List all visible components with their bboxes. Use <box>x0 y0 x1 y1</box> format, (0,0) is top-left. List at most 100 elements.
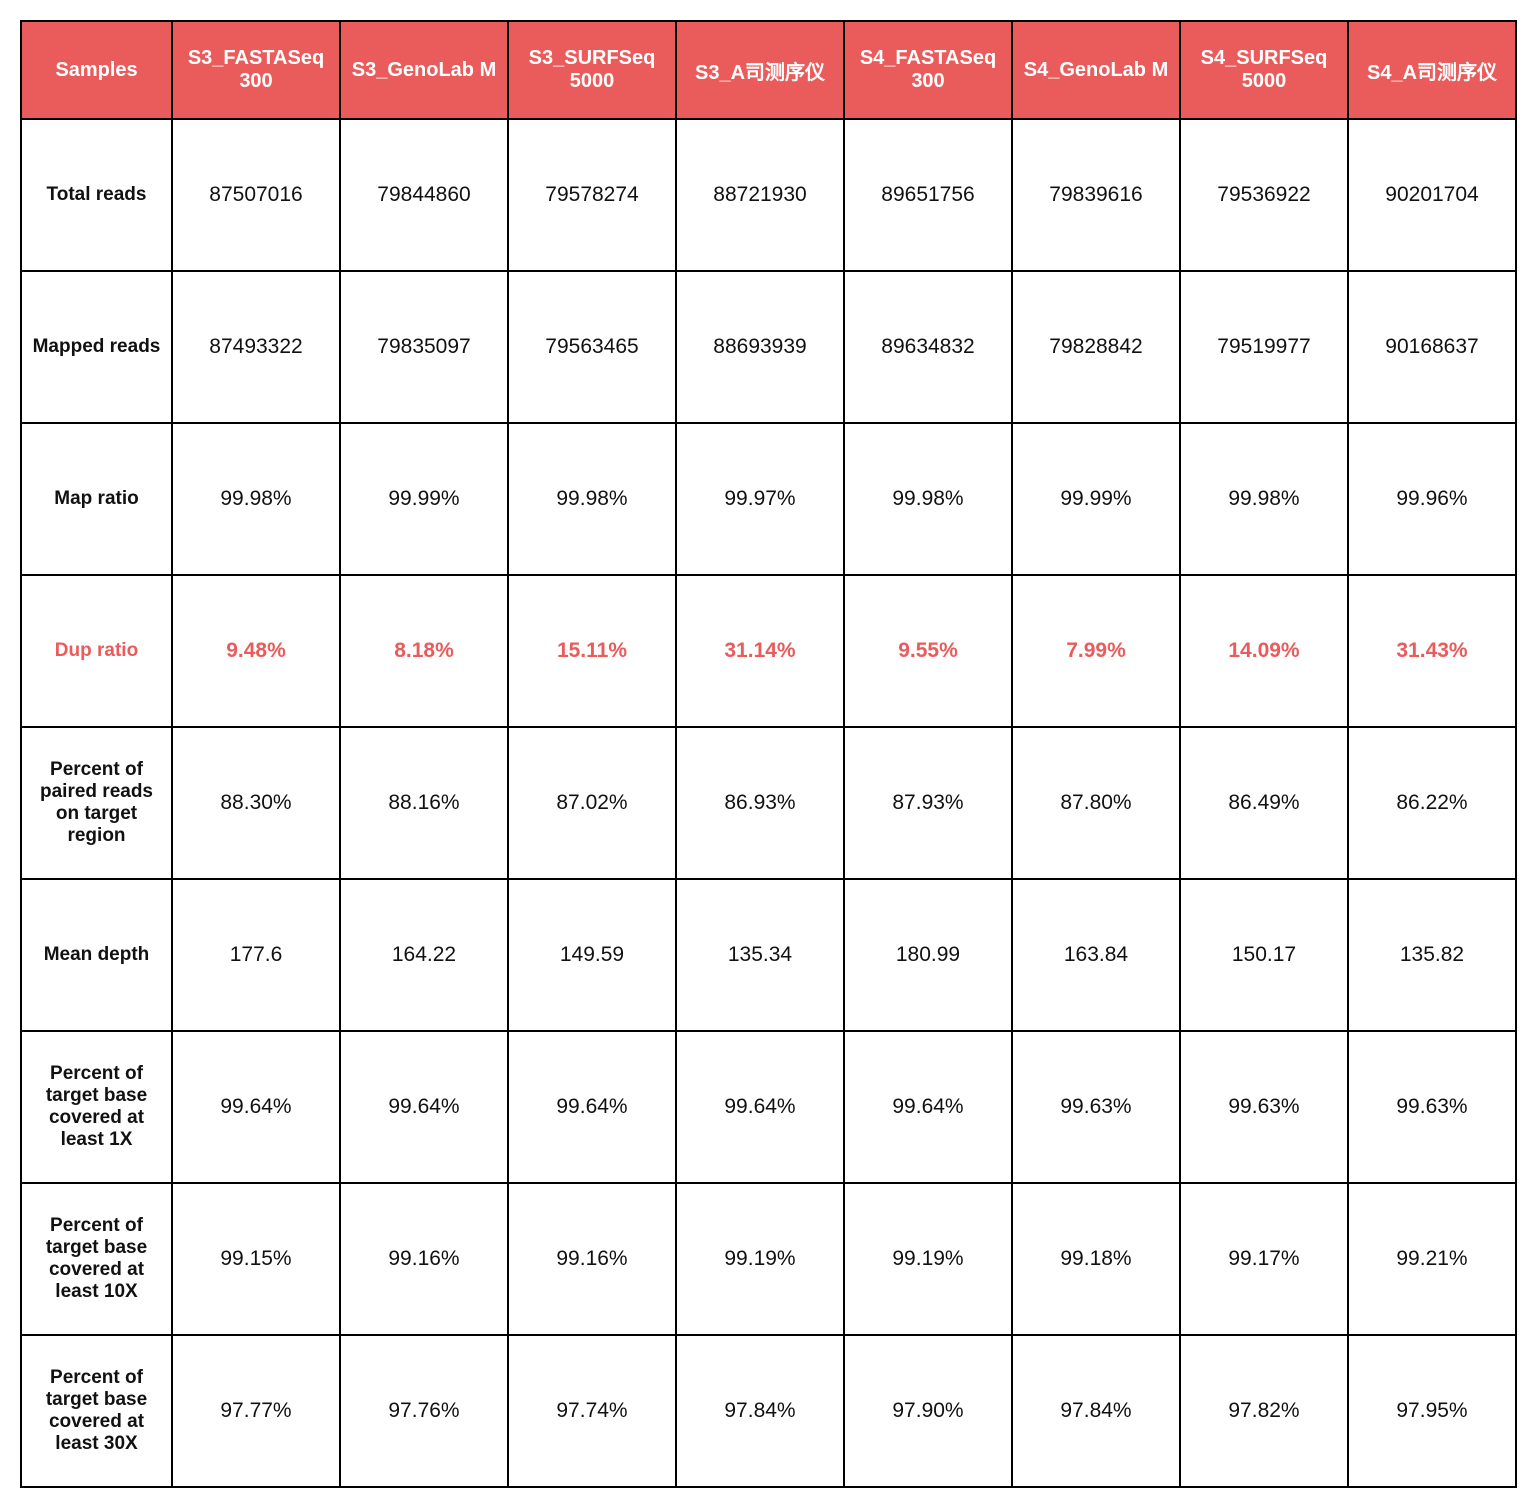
table-cell: 97.76% <box>340 1335 508 1487</box>
table-cell: 99.99% <box>1012 423 1180 575</box>
table-row: Percent of target base covered at least … <box>21 1335 1516 1487</box>
table-cell: 79563465 <box>508 271 676 423</box>
table-cell: 99.15% <box>172 1183 340 1335</box>
table-header-row: Samples S3_FASTASeq 300 S3_GenoLab M S3_… <box>21 21 1516 119</box>
table-cell: 86.93% <box>676 727 844 879</box>
row-header: Percent of target base covered at least … <box>21 1183 172 1335</box>
table-cell: 97.77% <box>172 1335 340 1487</box>
table-cell: 149.59 <box>508 879 676 1031</box>
table-cell: 79519977 <box>1180 271 1348 423</box>
table-cell: 88.16% <box>340 727 508 879</box>
table-cell: 87.80% <box>1012 727 1180 879</box>
table-cell: 90201704 <box>1348 119 1516 271</box>
table-cell: 97.74% <box>508 1335 676 1487</box>
table-cell: 15.11% <box>508 575 676 727</box>
table-cell: 8.18% <box>340 575 508 727</box>
row-header: Mapped reads <box>21 271 172 423</box>
table-cell: 99.64% <box>340 1031 508 1183</box>
table-cell: 99.64% <box>676 1031 844 1183</box>
col-header: S4_A司测序仪 <box>1348 21 1516 119</box>
table-cell: 99.63% <box>1012 1031 1180 1183</box>
col-header: S4_FASTASeq 300 <box>844 21 1012 119</box>
table-row: Dup ratio9.48%8.18%15.11%31.14%9.55%7.99… <box>21 575 1516 727</box>
table-cell: 99.96% <box>1348 423 1516 575</box>
table-cell: 99.64% <box>508 1031 676 1183</box>
table-cell: 99.99% <box>340 423 508 575</box>
table-cell: 99.19% <box>676 1183 844 1335</box>
table-cell: 79839616 <box>1012 119 1180 271</box>
row-header: Dup ratio <box>21 575 172 727</box>
table-cell: 99.98% <box>508 423 676 575</box>
table-cell: 99.16% <box>340 1183 508 1335</box>
table-cell: 150.17 <box>1180 879 1348 1031</box>
table-cell: 99.19% <box>844 1183 1012 1335</box>
table-cell: 87493322 <box>172 271 340 423</box>
table-cell: 7.99% <box>1012 575 1180 727</box>
table-row: Percent of target base covered at least … <box>21 1031 1516 1183</box>
col-header: S3_A司测序仪 <box>676 21 844 119</box>
row-header: Percent of target base covered at least … <box>21 1031 172 1183</box>
table-cell: 99.16% <box>508 1183 676 1335</box>
table-cell: 14.09% <box>1180 575 1348 727</box>
table-row: Percent of paired reads on target region… <box>21 727 1516 879</box>
table-cell: 79828842 <box>1012 271 1180 423</box>
table-cell: 79536922 <box>1180 119 1348 271</box>
table-body: Total reads87507016798448607957827488721… <box>21 119 1516 1487</box>
table-cell: 99.97% <box>676 423 844 575</box>
row-header: Total reads <box>21 119 172 271</box>
table-cell: 99.21% <box>1348 1183 1516 1335</box>
row-header: Mean depth <box>21 879 172 1031</box>
col-header: S3_SURFSeq 5000 <box>508 21 676 119</box>
table-cell: 31.43% <box>1348 575 1516 727</box>
table-cell: 180.99 <box>844 879 1012 1031</box>
table-cell: 89634832 <box>844 271 1012 423</box>
table-cell: 9.55% <box>844 575 1012 727</box>
table-cell: 99.63% <box>1180 1031 1348 1183</box>
table-cell: 177.6 <box>172 879 340 1031</box>
table-cell: 99.63% <box>1348 1031 1516 1183</box>
row-header: Percent of target base covered at least … <box>21 1335 172 1487</box>
table-row: Mapped reads8749332279835097795634658869… <box>21 271 1516 423</box>
table-cell: 99.98% <box>844 423 1012 575</box>
table-cell: 97.84% <box>1012 1335 1180 1487</box>
col-header: Samples <box>21 21 172 119</box>
row-header: Percent of paired reads on target region <box>21 727 172 879</box>
table-cell: 164.22 <box>340 879 508 1031</box>
table-row: Percent of target base covered at least … <box>21 1183 1516 1335</box>
table-cell: 79844860 <box>340 119 508 271</box>
table-row: Mean depth177.6164.22149.59135.34180.991… <box>21 879 1516 1031</box>
table-cell: 163.84 <box>1012 879 1180 1031</box>
table-cell: 99.98% <box>1180 423 1348 575</box>
table-cell: 87.93% <box>844 727 1012 879</box>
table-cell: 135.82 <box>1348 879 1516 1031</box>
table-cell: 79835097 <box>340 271 508 423</box>
table-row: Total reads87507016798448607957827488721… <box>21 119 1516 271</box>
table-cell: 99.98% <box>172 423 340 575</box>
table-cell: 31.14% <box>676 575 844 727</box>
table-cell: 86.49% <box>1180 727 1348 879</box>
table-cell: 99.64% <box>172 1031 340 1183</box>
table-row: Map ratio99.98%99.99%99.98%99.97%99.98%9… <box>21 423 1516 575</box>
table-cell: 89651756 <box>844 119 1012 271</box>
table-cell: 88721930 <box>676 119 844 271</box>
table-cell: 79578274 <box>508 119 676 271</box>
col-header: S4_GenoLab M <box>1012 21 1180 119</box>
sequencing-metrics-table: Samples S3_FASTASeq 300 S3_GenoLab M S3_… <box>20 20 1517 1488</box>
table-cell: 99.18% <box>1012 1183 1180 1335</box>
table-cell: 86.22% <box>1348 727 1516 879</box>
table-cell: 97.90% <box>844 1335 1012 1487</box>
col-header: S4_SURFSeq 5000 <box>1180 21 1348 119</box>
col-header: S3_FASTASeq 300 <box>172 21 340 119</box>
table-cell: 87.02% <box>508 727 676 879</box>
table-cell: 99.64% <box>844 1031 1012 1183</box>
table-cell: 90168637 <box>1348 271 1516 423</box>
table-cell: 88.30% <box>172 727 340 879</box>
table-cell: 135.34 <box>676 879 844 1031</box>
table-cell: 87507016 <box>172 119 340 271</box>
table-cell: 99.17% <box>1180 1183 1348 1335</box>
table-cell: 97.82% <box>1180 1335 1348 1487</box>
table-cell: 97.95% <box>1348 1335 1516 1487</box>
table-cell: 9.48% <box>172 575 340 727</box>
table-cell: 88693939 <box>676 271 844 423</box>
table-cell: 97.84% <box>676 1335 844 1487</box>
